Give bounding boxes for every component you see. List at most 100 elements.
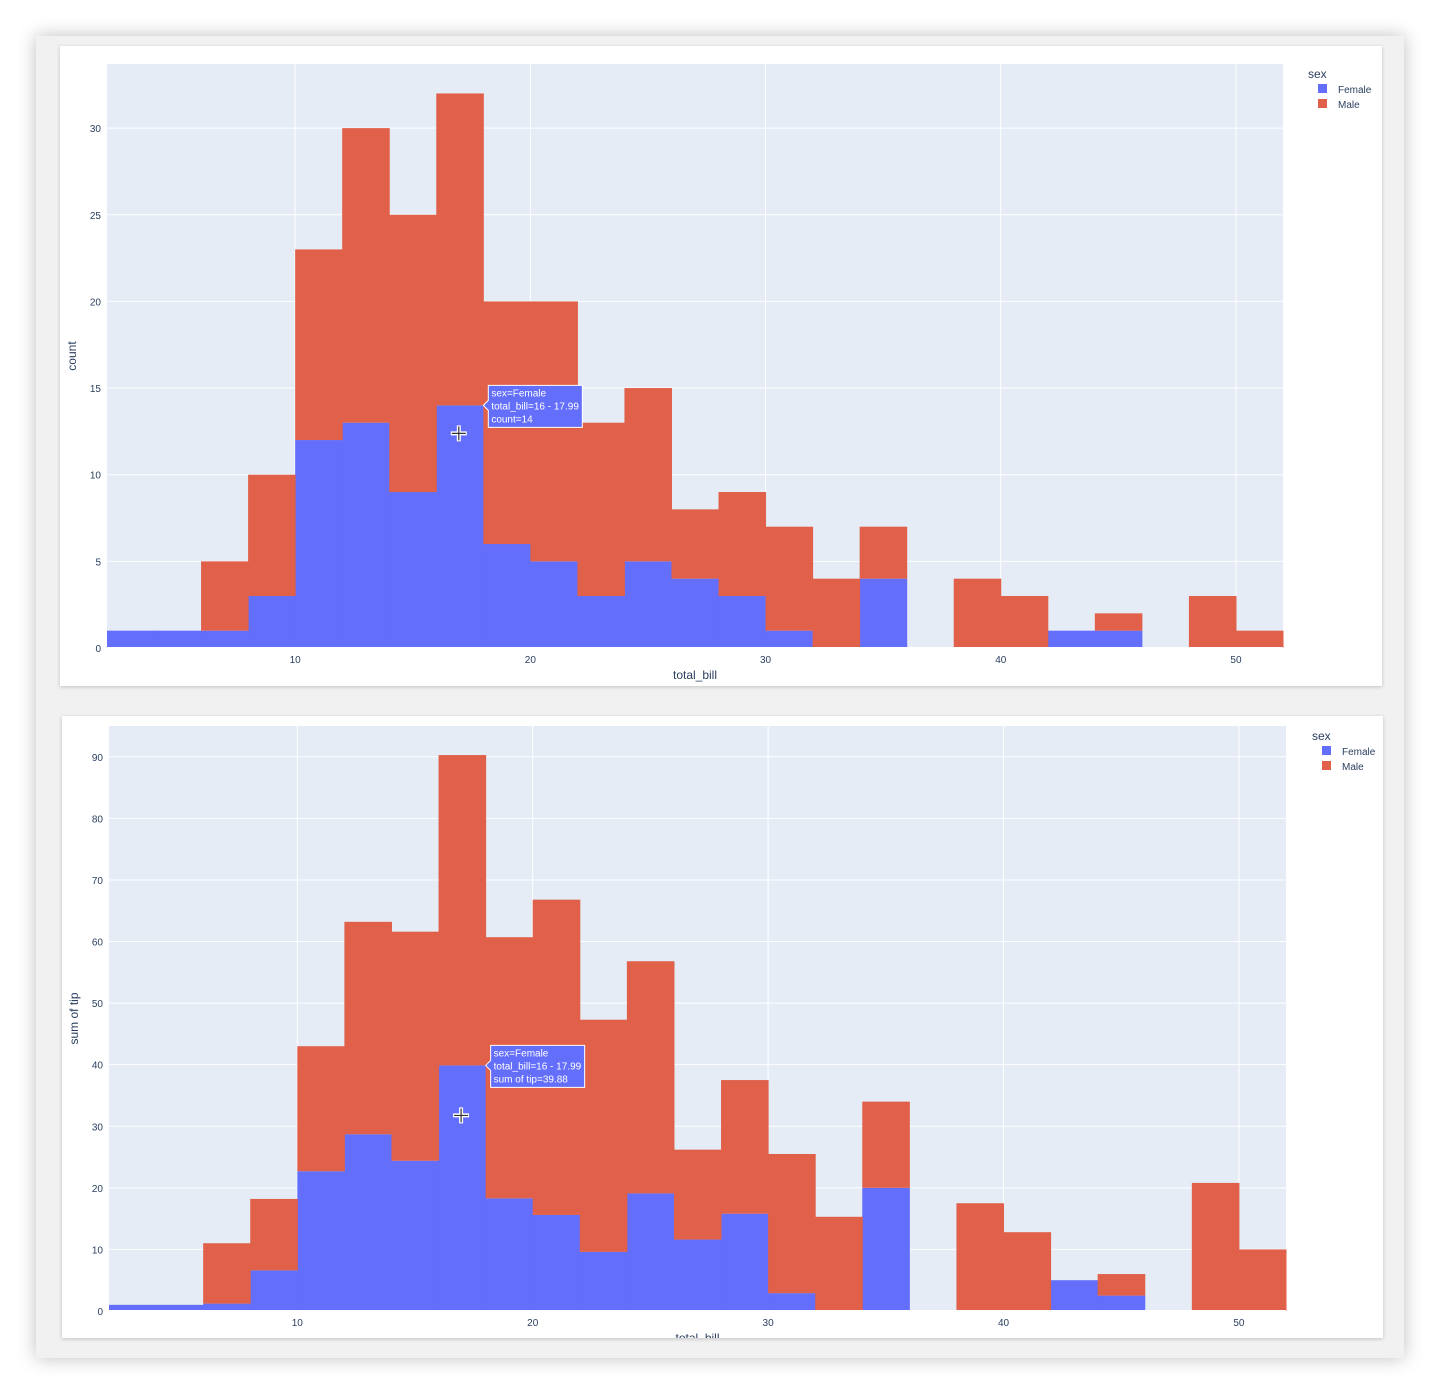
bar-female[interactable] [1094, 630, 1143, 648]
bar-male[interactable] [1188, 596, 1237, 648]
bar-female[interactable] [1047, 630, 1096, 648]
bar-female[interactable] [389, 492, 437, 648]
y-tick-label: 25 [90, 211, 102, 222]
bar-female[interactable] [765, 630, 814, 648]
bar-male[interactable] [1000, 596, 1049, 648]
bar-female[interactable] [624, 561, 672, 648]
bar-female[interactable] [154, 630, 202, 648]
legend: sex Female Male [1308, 67, 1372, 111]
bar-female[interactable] [859, 578, 908, 648]
bar-male[interactable] [956, 1203, 1005, 1311]
legend-label-female: Female [1338, 85, 1372, 96]
bar-male[interactable] [436, 93, 484, 406]
bar-female[interactable] [203, 1303, 251, 1311]
legend-title: sex [1308, 67, 1327, 81]
bar-male[interactable] [953, 578, 1002, 648]
bar-female[interactable] [530, 561, 578, 648]
bar-female[interactable] [532, 1214, 581, 1311]
hover-tooltip-line: count=14 [491, 414, 533, 425]
bar-male[interactable] [1235, 630, 1284, 648]
bar-female[interactable] [718, 596, 767, 648]
bar-male[interactable] [344, 921, 392, 1135]
bar-female[interactable] [673, 1239, 722, 1311]
bar-female[interactable] [1050, 1280, 1099, 1311]
bar-female[interactable] [671, 578, 720, 648]
bar-male[interactable] [671, 509, 720, 579]
bar-male[interactable] [297, 1046, 345, 1172]
bar-female[interactable] [862, 1187, 910, 1311]
bar-female[interactable] [721, 1213, 769, 1311]
bar-female[interactable] [768, 1293, 816, 1311]
bar-male[interactable] [203, 1243, 251, 1304]
bar-male[interactable] [250, 1198, 298, 1271]
bar-male[interactable] [201, 561, 249, 631]
bar-female[interactable] [391, 1160, 440, 1311]
bar-female[interactable] [438, 1065, 487, 1311]
bar-female[interactable] [201, 630, 249, 648]
bar-female[interactable] [297, 1171, 345, 1311]
bar-male[interactable] [718, 492, 767, 597]
legend-item-female[interactable]: Female [1318, 84, 1372, 96]
hover-tooltip: sex=Female total_bill=16 - 17.99 count=14 [482, 384, 583, 428]
legend-item-male[interactable]: Male [1322, 761, 1364, 773]
bar-male[interactable] [342, 128, 390, 423]
bar-male[interactable] [391, 931, 440, 1161]
bar-male[interactable] [579, 1019, 628, 1252]
bar-male[interactable] [624, 388, 672, 562]
hover-tooltip-line: total_bill=16 - 17.99 [491, 401, 579, 412]
histogram-sum-tip-chart[interactable]: 0 10 20 30 40 50 60 70 80 90 10 20 30 40 50 sum of tip t… [62, 716, 1383, 1338]
bar-female[interactable] [295, 440, 343, 648]
bar-female[interactable] [1097, 1295, 1146, 1311]
bar-female[interactable] [577, 596, 625, 648]
x-tick-label: 50 [1230, 655, 1242, 666]
bar-female[interactable] [436, 405, 484, 648]
x-tick-label: 30 [763, 1318, 775, 1329]
bar-female[interactable] [109, 1304, 157, 1311]
hover-tooltip-line: sex=Female [491, 388, 546, 399]
legend-item-female[interactable]: Female [1322, 746, 1376, 758]
bar-male[interactable] [1094, 613, 1143, 631]
legend-item-male[interactable]: Male [1318, 99, 1360, 111]
bar-female[interactable] [579, 1251, 628, 1311]
bar-female[interactable] [344, 1134, 392, 1311]
bar-female[interactable] [626, 1193, 675, 1311]
bar-male[interactable] [812, 578, 861, 648]
bar-male[interactable] [438, 755, 487, 1066]
y-tick-label: 30 [92, 1122, 104, 1133]
bar-male[interactable] [765, 526, 814, 631]
bar-female[interactable] [107, 630, 155, 648]
bar-male[interactable] [295, 249, 343, 441]
bar-male[interactable] [626, 961, 675, 1194]
bar-male[interactable] [1191, 1182, 1240, 1311]
bar-male[interactable] [859, 526, 908, 579]
bar-male[interactable] [768, 1153, 816, 1294]
x-axis-title: total_bill [673, 668, 717, 682]
y-tick-label: 20 [92, 1184, 104, 1195]
crosshair-cursor-icon [450, 425, 467, 442]
cursor-stroke [451, 426, 466, 441]
x-tick-label: 30 [760, 655, 772, 666]
bar-male[interactable] [862, 1101, 910, 1188]
bar-male[interactable] [1097, 1274, 1146, 1296]
legend-label-male: Male [1338, 100, 1360, 111]
bar-female[interactable] [250, 1270, 298, 1311]
y-tick-label: 10 [92, 1245, 104, 1256]
hover-tooltip-line: sex=Female [494, 1048, 549, 1059]
bar-male[interactable] [1238, 1249, 1287, 1311]
bar-male[interactable] [248, 474, 296, 597]
bar-male[interactable] [577, 422, 625, 597]
bar-female[interactable] [156, 1304, 204, 1311]
x-tick-label: 40 [998, 1318, 1010, 1329]
y-tick-label: 10 [90, 471, 102, 482]
bar-female[interactable] [342, 422, 390, 648]
bar-male[interactable] [389, 214, 437, 493]
bar-male[interactable] [721, 1080, 769, 1214]
bar-male[interactable] [1003, 1232, 1052, 1311]
bar-female[interactable] [248, 596, 296, 648]
bar-male[interactable] [815, 1216, 863, 1311]
bar-female[interactable] [483, 544, 531, 648]
bar-male[interactable] [530, 301, 578, 562]
bar-female[interactable] [485, 1198, 534, 1311]
bar-male[interactable] [673, 1149, 722, 1240]
histogram-count-chart[interactable]: 0 5 10 15 20 25 30 10 20 30 40 50 count total_bill sex… [60, 46, 1382, 686]
